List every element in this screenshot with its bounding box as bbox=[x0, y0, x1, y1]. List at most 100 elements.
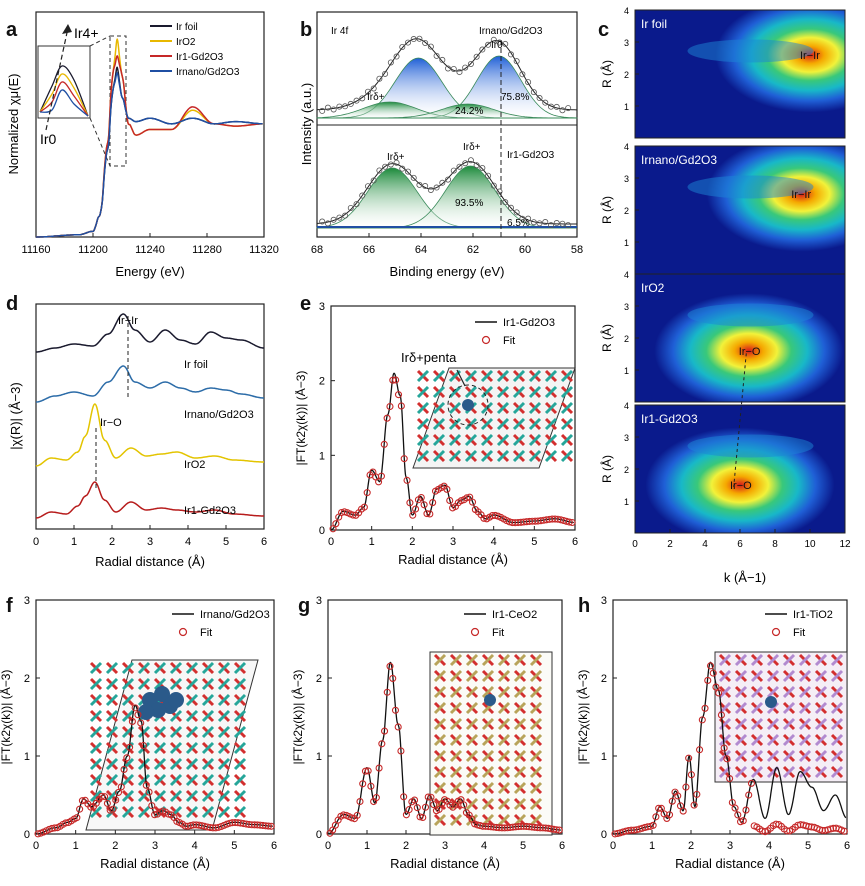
inset-bond-g bbox=[497, 669, 511, 683]
inset-bond-h bbox=[814, 669, 828, 683]
fit-point-h bbox=[717, 711, 725, 719]
top-data-point-b bbox=[324, 104, 331, 111]
inset-bond-f bbox=[217, 661, 231, 675]
x-tick-label-d-4: 4 bbox=[185, 536, 191, 548]
inset-bond-f bbox=[89, 709, 103, 723]
inset-bond-g bbox=[529, 749, 543, 763]
series-line-a-2 bbox=[36, 55, 263, 238]
inset-bond-f bbox=[153, 725, 167, 739]
inset-bond-e bbox=[560, 401, 574, 415]
fit-point-h bbox=[706, 662, 715, 670]
inset-bond-g bbox=[497, 797, 511, 811]
inset-bond-e bbox=[464, 433, 478, 447]
inset-bond-g bbox=[481, 797, 495, 811]
inset-bond-h bbox=[830, 717, 844, 731]
x-tick-label-c-0: 0 bbox=[632, 539, 638, 550]
bottom-data-point-b bbox=[416, 181, 423, 188]
map-intensity-c-1 bbox=[635, 146, 845, 274]
iro-connector-c bbox=[733, 353, 747, 487]
x-tick-label-d-0: 0 bbox=[33, 536, 39, 548]
fit-point-h bbox=[685, 754, 693, 762]
series-line-a-0 bbox=[36, 66, 263, 238]
inset-bond-h bbox=[814, 733, 828, 747]
fit-point-h bbox=[712, 683, 720, 691]
axes-e: 0 1 2 3 4 5 6 0 1 2 3 Radial distance (Å) |FT(k2χ(k)… bbox=[295, 301, 578, 567]
inset-bond-f bbox=[105, 757, 119, 771]
legend-f: Irnano/Gd2O3 Fit bbox=[172, 609, 270, 639]
series-line-d-1 bbox=[35, 365, 265, 403]
inset-bond-g bbox=[449, 781, 463, 795]
top-data-point-b bbox=[330, 106, 337, 113]
top-data-point-b bbox=[553, 103, 560, 110]
x-tick-label-f-1: 1 bbox=[73, 840, 79, 852]
x-tick-label-a-2: 11240 bbox=[135, 244, 165, 256]
inset-bond-e bbox=[528, 369, 542, 383]
x-tick-label-h-5: 5 bbox=[805, 840, 811, 852]
inset-bond-g bbox=[529, 669, 543, 683]
inset-bond-g bbox=[433, 653, 447, 667]
inset-bond-e bbox=[448, 417, 462, 431]
inset-bond-h bbox=[814, 765, 828, 779]
top-data-point-b bbox=[393, 53, 400, 60]
inset-bond-f bbox=[121, 709, 135, 723]
fit-point-g bbox=[356, 797, 364, 806]
top-data-point-b bbox=[473, 53, 480, 60]
inset-bond-h bbox=[814, 685, 828, 699]
bottom-data-point-b bbox=[410, 174, 417, 181]
inset-bond-g bbox=[465, 717, 479, 731]
x-tick-label-f-6: 6 bbox=[271, 840, 277, 852]
map-bond-label-c-3: Ir−O bbox=[730, 480, 752, 492]
inset-bond-e bbox=[480, 433, 494, 447]
inset-bond-f bbox=[217, 789, 231, 803]
bottom-data-point-b bbox=[490, 182, 497, 189]
top-data-point-b bbox=[502, 40, 509, 47]
top-data-point-b bbox=[319, 107, 326, 114]
inset-curve-a-0 bbox=[39, 65, 89, 117]
fit-point-h bbox=[668, 797, 676, 805]
bottom-data-point-b bbox=[359, 192, 366, 199]
inset-bond-e bbox=[480, 449, 494, 463]
inset-ir-atom-g bbox=[484, 694, 496, 706]
map-lobe-c-2 bbox=[687, 303, 814, 327]
inset-bond-g bbox=[449, 717, 463, 731]
inset-bond-f bbox=[185, 773, 199, 787]
inset-cluster-atom-f-1 bbox=[154, 686, 170, 702]
y-tick-label-h-3: 3 bbox=[601, 595, 607, 607]
map-lobe-c-1 bbox=[687, 175, 814, 199]
top-data-point-b bbox=[405, 39, 412, 46]
inset-bond-h bbox=[766, 733, 780, 747]
top-data-point-b bbox=[387, 59, 394, 66]
inset-bond-h bbox=[830, 749, 844, 763]
x-tick-label-e-4: 4 bbox=[491, 536, 497, 548]
fit-point-e bbox=[375, 478, 383, 486]
legend-label-measured-g: Ir1-CeO2 bbox=[492, 609, 537, 621]
inset-bond-e bbox=[512, 417, 526, 431]
map-sample-label-c-2: IrO2 bbox=[641, 281, 665, 295]
x-tick-label-d-6: 6 bbox=[261, 536, 267, 548]
x-tick-label-d-3: 3 bbox=[147, 536, 153, 548]
fit-point-g bbox=[419, 813, 427, 822]
x-tick-label-f-3: 3 bbox=[152, 840, 158, 852]
top-data-point-b bbox=[382, 70, 389, 77]
fit-point-e bbox=[392, 376, 400, 384]
bottom-data-point-b bbox=[439, 179, 446, 186]
y-tick-label-c-1-4: 4 bbox=[624, 142, 629, 152]
y-tick-label-f-1: 1 bbox=[24, 751, 30, 763]
inset-bond-g bbox=[513, 749, 527, 763]
inset-bond-e bbox=[416, 433, 430, 447]
fit-point-h bbox=[728, 798, 736, 807]
inset-bond-f bbox=[169, 677, 183, 691]
inset-bond-e bbox=[512, 385, 526, 399]
y-axis-label-d: |χ(R)| (Å−3) bbox=[8, 382, 23, 449]
top-data-point-b bbox=[347, 100, 354, 107]
inset-bond-e bbox=[480, 401, 494, 415]
inset-bond-f bbox=[233, 725, 247, 739]
inset-bond-g bbox=[497, 717, 511, 731]
fit-point-g bbox=[435, 805, 443, 813]
inset-bond-h bbox=[782, 653, 796, 667]
legend-label-measured-f: Irnano/Gd2O3 bbox=[200, 609, 270, 621]
x-tick-label-c-10: 10 bbox=[804, 539, 816, 550]
legend-label-a-1: IrO2 bbox=[176, 37, 196, 48]
inset-bond-g bbox=[433, 685, 447, 699]
fit-point-h bbox=[666, 811, 674, 819]
